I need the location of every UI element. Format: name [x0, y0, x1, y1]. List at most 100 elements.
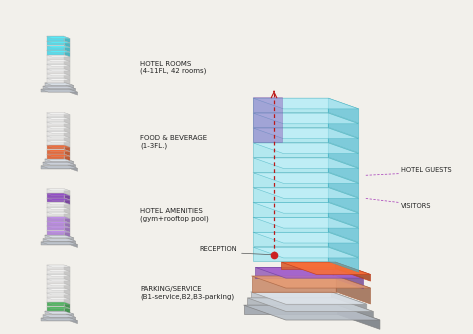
Polygon shape — [46, 221, 64, 226]
Polygon shape — [253, 217, 359, 228]
Polygon shape — [44, 159, 66, 162]
Polygon shape — [46, 288, 64, 293]
Polygon shape — [46, 41, 64, 45]
Polygon shape — [46, 226, 70, 228]
Polygon shape — [64, 122, 70, 128]
Polygon shape — [332, 292, 367, 310]
Polygon shape — [46, 117, 70, 119]
Text: FOOD & BEVERAGE
(1-3FL.): FOOD & BEVERAGE (1-3FL.) — [140, 135, 207, 149]
Polygon shape — [46, 203, 64, 207]
Polygon shape — [253, 173, 328, 187]
Polygon shape — [281, 262, 335, 269]
Polygon shape — [255, 267, 333, 278]
Polygon shape — [253, 187, 328, 202]
Polygon shape — [46, 127, 70, 129]
Polygon shape — [46, 50, 64, 55]
Polygon shape — [328, 217, 359, 242]
Polygon shape — [253, 113, 359, 124]
Polygon shape — [328, 143, 359, 168]
Polygon shape — [46, 193, 64, 198]
Polygon shape — [46, 212, 64, 216]
Polygon shape — [41, 318, 70, 321]
Polygon shape — [336, 276, 370, 304]
Polygon shape — [64, 60, 70, 66]
Polygon shape — [46, 55, 70, 57]
Polygon shape — [46, 193, 70, 195]
Polygon shape — [253, 247, 359, 258]
Polygon shape — [44, 83, 66, 86]
Polygon shape — [46, 274, 64, 279]
Polygon shape — [244, 305, 338, 314]
Polygon shape — [66, 83, 74, 89]
Polygon shape — [43, 86, 68, 89]
Polygon shape — [64, 131, 70, 138]
Polygon shape — [46, 284, 64, 288]
Polygon shape — [64, 150, 70, 156]
Polygon shape — [68, 162, 76, 168]
Polygon shape — [46, 274, 70, 276]
Polygon shape — [46, 207, 70, 209]
Polygon shape — [64, 307, 70, 313]
Polygon shape — [44, 235, 66, 238]
Polygon shape — [253, 98, 359, 109]
Polygon shape — [46, 60, 64, 64]
Polygon shape — [251, 292, 332, 298]
Polygon shape — [46, 36, 64, 41]
Polygon shape — [64, 279, 70, 285]
Polygon shape — [43, 238, 76, 241]
Polygon shape — [46, 154, 70, 156]
Polygon shape — [46, 46, 64, 50]
Polygon shape — [64, 198, 70, 204]
Polygon shape — [338, 305, 380, 329]
Polygon shape — [44, 311, 74, 314]
Polygon shape — [253, 232, 359, 243]
Polygon shape — [46, 141, 70, 143]
Polygon shape — [70, 242, 78, 247]
Polygon shape — [44, 83, 74, 86]
Polygon shape — [46, 73, 64, 78]
Polygon shape — [64, 288, 70, 295]
Text: RECEPTION: RECEPTION — [199, 246, 236, 252]
Polygon shape — [46, 293, 64, 297]
Polygon shape — [334, 298, 373, 319]
Polygon shape — [43, 238, 68, 241]
Polygon shape — [46, 36, 70, 38]
Polygon shape — [46, 288, 70, 290]
Text: HOTEL AMENITIES
(gym+rooftop pool): HOTEL AMENITIES (gym+rooftop pool) — [140, 208, 209, 222]
Polygon shape — [44, 159, 74, 162]
Polygon shape — [252, 276, 336, 292]
Polygon shape — [64, 50, 70, 57]
Polygon shape — [46, 64, 70, 66]
Polygon shape — [46, 230, 64, 235]
Polygon shape — [46, 279, 64, 283]
Polygon shape — [41, 242, 78, 244]
Polygon shape — [64, 207, 70, 214]
Polygon shape — [253, 247, 328, 262]
Polygon shape — [64, 117, 70, 124]
Polygon shape — [46, 154, 64, 159]
Polygon shape — [43, 86, 76, 89]
Polygon shape — [253, 113, 328, 127]
Polygon shape — [253, 173, 359, 183]
Polygon shape — [328, 247, 359, 272]
Polygon shape — [46, 78, 70, 80]
Polygon shape — [68, 238, 76, 244]
Polygon shape — [64, 298, 70, 304]
Polygon shape — [64, 230, 70, 237]
Polygon shape — [43, 162, 76, 165]
Polygon shape — [46, 293, 70, 295]
Polygon shape — [46, 307, 64, 311]
Polygon shape — [46, 279, 70, 281]
Polygon shape — [46, 64, 64, 68]
Polygon shape — [247, 298, 334, 305]
Polygon shape — [281, 262, 370, 275]
Polygon shape — [70, 318, 78, 324]
Polygon shape — [328, 202, 359, 227]
Polygon shape — [66, 311, 74, 317]
Polygon shape — [68, 86, 76, 92]
Polygon shape — [46, 217, 70, 219]
Polygon shape — [41, 318, 78, 321]
Polygon shape — [46, 145, 70, 147]
Polygon shape — [64, 69, 70, 75]
Polygon shape — [43, 315, 76, 317]
